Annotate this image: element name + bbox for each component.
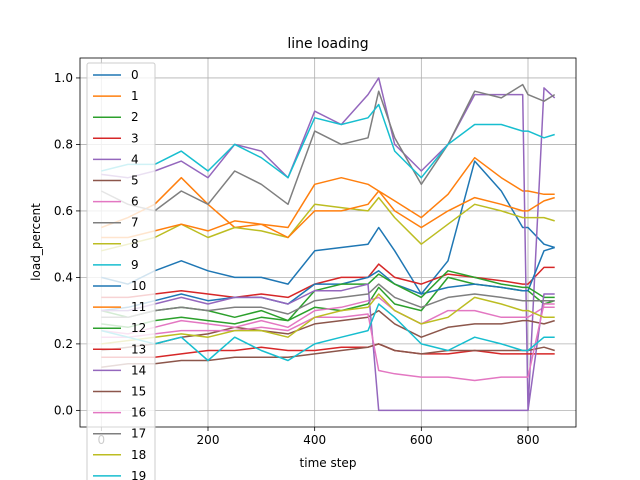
series-line-16 (101, 303, 555, 382)
legend-label-18: 18 (131, 448, 146, 462)
legend-label-14: 14 (131, 363, 146, 377)
legend-label-9: 9 (131, 258, 139, 272)
series-line-7 (100, 83, 556, 212)
series-line-8 (101, 196, 555, 252)
legend-label-8: 8 (131, 237, 139, 251)
legend-label-15: 15 (131, 385, 146, 399)
x-tick-label: 400 (303, 433, 326, 447)
series-lines (100, 77, 556, 412)
series-line-10 (101, 246, 555, 312)
series-line-15 (101, 343, 555, 368)
y-tick-label: 1.0 (54, 71, 73, 85)
y-tick-label: 0.4 (54, 270, 73, 284)
y-tick-label: 0.6 (54, 204, 73, 218)
plot-frame (79, 57, 577, 428)
x-tick-label: 200 (197, 433, 220, 447)
series-line-18 (101, 293, 555, 345)
series-line-9 (101, 103, 555, 179)
x-axis-label: time step (300, 456, 357, 470)
series-line-11 (101, 190, 555, 239)
series-line-4 (101, 77, 556, 412)
legend-label-11: 11 (131, 300, 146, 314)
legend-box (86, 62, 156, 480)
legend-label-0: 0 (131, 68, 139, 82)
legend-label-4: 4 (131, 152, 139, 166)
legend-label-16: 16 (131, 406, 146, 420)
x-tick-label: 600 (410, 433, 433, 447)
y-ticks: 0.0 0.2 0.4 0.6 0.8 1.0 (54, 71, 80, 417)
legend-label-5: 5 (131, 174, 139, 188)
legend-label-1: 1 (131, 89, 139, 103)
x-tick-label: 800 (517, 433, 540, 447)
y-tick-label: 0.2 (54, 337, 73, 351)
series-line-6 (101, 296, 555, 335)
legend-label-12: 12 (131, 321, 146, 335)
legend-label-6: 6 (131, 195, 139, 209)
chart-title: line loading (287, 36, 368, 52)
series-line-17 (101, 283, 555, 319)
series-line-1 (101, 156, 555, 229)
series-line-19 (101, 303, 555, 362)
y-tick-label: 0.8 (54, 137, 73, 151)
legend-label-10: 10 (131, 279, 146, 293)
legend-label-2: 2 (131, 110, 139, 124)
legend-label-17: 17 (131, 427, 146, 441)
y-axis-label: load_percent (29, 203, 43, 281)
legend-label-7: 7 (131, 216, 139, 230)
legend-label-3: 3 (131, 131, 139, 145)
y-tick-label: 0.0 (54, 403, 73, 417)
series-line-14 (101, 283, 555, 412)
legend-label-13: 13 (131, 342, 146, 356)
legend-label-19: 19 (131, 469, 146, 480)
